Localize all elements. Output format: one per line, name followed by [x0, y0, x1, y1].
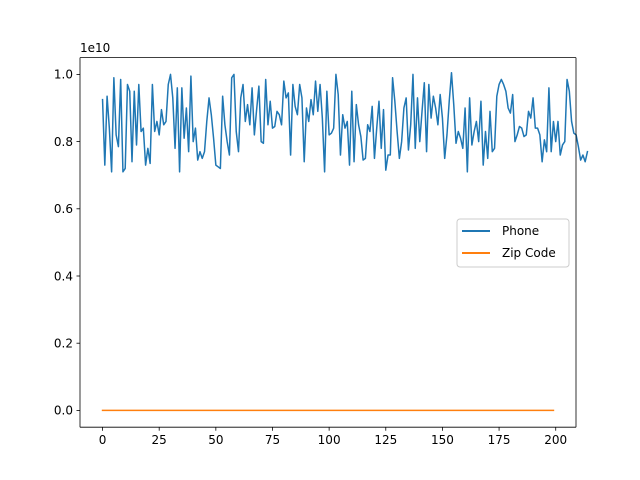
series-layer	[101, 71, 589, 412]
x-tick-label: 50	[208, 433, 223, 447]
y-tick-label: 0.2	[54, 337, 73, 351]
x-tick-label: 25	[152, 433, 167, 447]
legend-label-zip-code: Zip Code	[502, 246, 556, 260]
axes-layer	[79, 57, 577, 428]
x-tick-label: 150	[431, 433, 454, 447]
y-tick-label: 1.0	[54, 68, 73, 82]
y-axis-offset-text: 1e10	[80, 41, 110, 55]
x-tick-label: 0	[99, 433, 107, 447]
x-tick-label: 125	[374, 433, 397, 447]
legend-label-phone: Phone	[502, 224, 539, 238]
x-axis-ticks: 0 25 50 75 100 125 150 175 200	[99, 427, 567, 447]
series-line-phone	[101, 71, 589, 173]
y-tick-label: 0.4	[54, 269, 73, 283]
y-tick-label: 0.6	[54, 202, 73, 216]
y-axis-ticks: 0.0 0.2 0.4 0.6 0.8 1.0	[54, 68, 80, 418]
y-tick-label: 0.0	[54, 404, 73, 418]
x-tick-label: 175	[488, 433, 511, 447]
x-tick-label: 200	[544, 433, 567, 447]
x-tick-label: 100	[318, 433, 341, 447]
legend: Phone Zip Code	[456, 218, 570, 268]
y-tick-label: 0.8	[54, 135, 73, 149]
x-tick-label: 75	[265, 433, 280, 447]
